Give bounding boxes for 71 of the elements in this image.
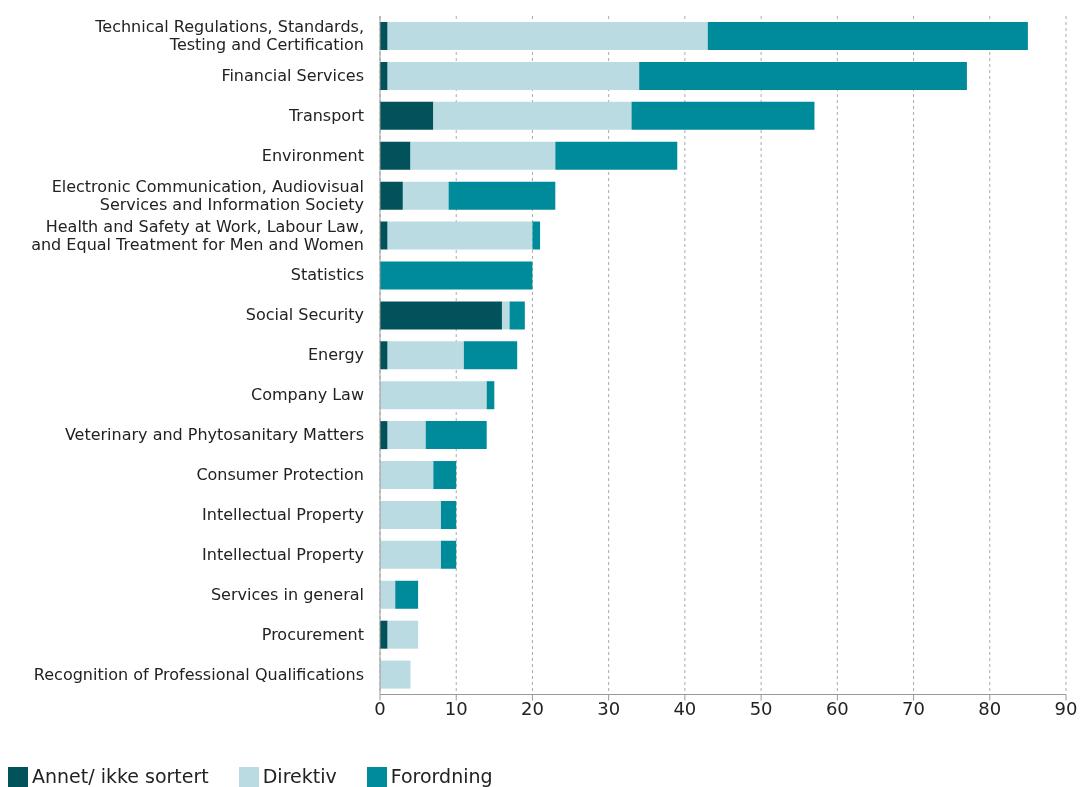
bar — [555, 141, 678, 170]
bar — [387, 421, 426, 450]
bar — [387, 221, 533, 250]
bar — [395, 580, 419, 609]
bar — [631, 101, 815, 130]
bar — [387, 61, 640, 90]
bar — [433, 101, 632, 130]
y-tick-label: Technical Regulations, Standards, Testing and Certification — [94, 16, 364, 54]
y-tick-label: Environment — [261, 145, 364, 165]
x-tick-label: 40 — [673, 698, 697, 720]
y-tick-label: Financial Services — [221, 65, 364, 85]
x-tick-label: 90 — [1054, 698, 1078, 720]
bar — [387, 22, 708, 50]
y-tick-label: Health and Safety at Work, Labour Law, and Equal Treatment for Men and Women — [31, 216, 364, 254]
bar — [425, 421, 487, 450]
bar — [380, 301, 502, 330]
y-tick-label: Recognition of Professional Qualifications — [33, 664, 364, 684]
bar — [509, 301, 525, 330]
legend-label: Direktiv — [262, 764, 337, 787]
bar — [380, 341, 388, 370]
y-tick-label: Transport — [287, 105, 364, 125]
bar — [448, 181, 556, 210]
bar — [380, 620, 388, 649]
bar — [380, 61, 388, 90]
x-tick-label: 80 — [978, 698, 1002, 720]
bar — [380, 461, 434, 490]
bar — [501, 301, 510, 330]
bar — [380, 22, 388, 50]
legend-label: Annet/ ikke sortert — [32, 764, 209, 787]
bar — [380, 141, 411, 170]
bar — [380, 261, 533, 290]
y-tick-label: Intellectual Property — [202, 504, 364, 524]
bar — [433, 461, 457, 490]
x-tick-label: 60 — [825, 698, 849, 720]
bar — [463, 341, 518, 370]
y-tick-label: Social Security — [245, 305, 364, 325]
x-tick-label: 20 — [520, 698, 544, 720]
bar — [532, 221, 541, 250]
bar — [486, 381, 495, 410]
bar — [380, 500, 441, 529]
x-tick-label: 0 — [374, 698, 386, 720]
bar — [387, 620, 419, 649]
y-tick-label: Veterinary and Phytosanitary Matters — [64, 425, 364, 445]
bar — [440, 500, 457, 529]
y-tick-label: Consumer Protection — [196, 464, 364, 484]
y-tick-label: Company Law — [250, 385, 364, 405]
y-tick-label: Electronic Communication, Audiovisual Services and Information Society — [51, 176, 364, 214]
bar — [380, 421, 388, 450]
bar — [402, 181, 449, 210]
bar — [440, 540, 457, 569]
x-tick-label: 50 — [749, 698, 773, 720]
x-tick-label: 70 — [902, 698, 926, 720]
y-tick-label: Procurement — [261, 624, 364, 644]
bar — [380, 660, 411, 689]
bar — [639, 61, 967, 90]
y-tick-label: Energy — [307, 345, 364, 365]
bar — [387, 341, 464, 370]
bar — [380, 101, 434, 130]
bar — [410, 141, 556, 170]
bar — [380, 221, 388, 250]
x-tick-label: 30 — [597, 698, 621, 720]
bar — [380, 540, 441, 569]
bar — [380, 181, 403, 210]
bar — [380, 580, 396, 609]
y-tick-label: Intellectual Property — [202, 544, 364, 564]
legend-label: Forordning — [390, 764, 493, 787]
y-tick-label: Statistics — [290, 265, 364, 285]
y-tick-label: Services in general — [210, 584, 364, 604]
x-tick-label: 10 — [444, 698, 468, 720]
bar — [707, 22, 1028, 50]
bar — [380, 381, 487, 410]
